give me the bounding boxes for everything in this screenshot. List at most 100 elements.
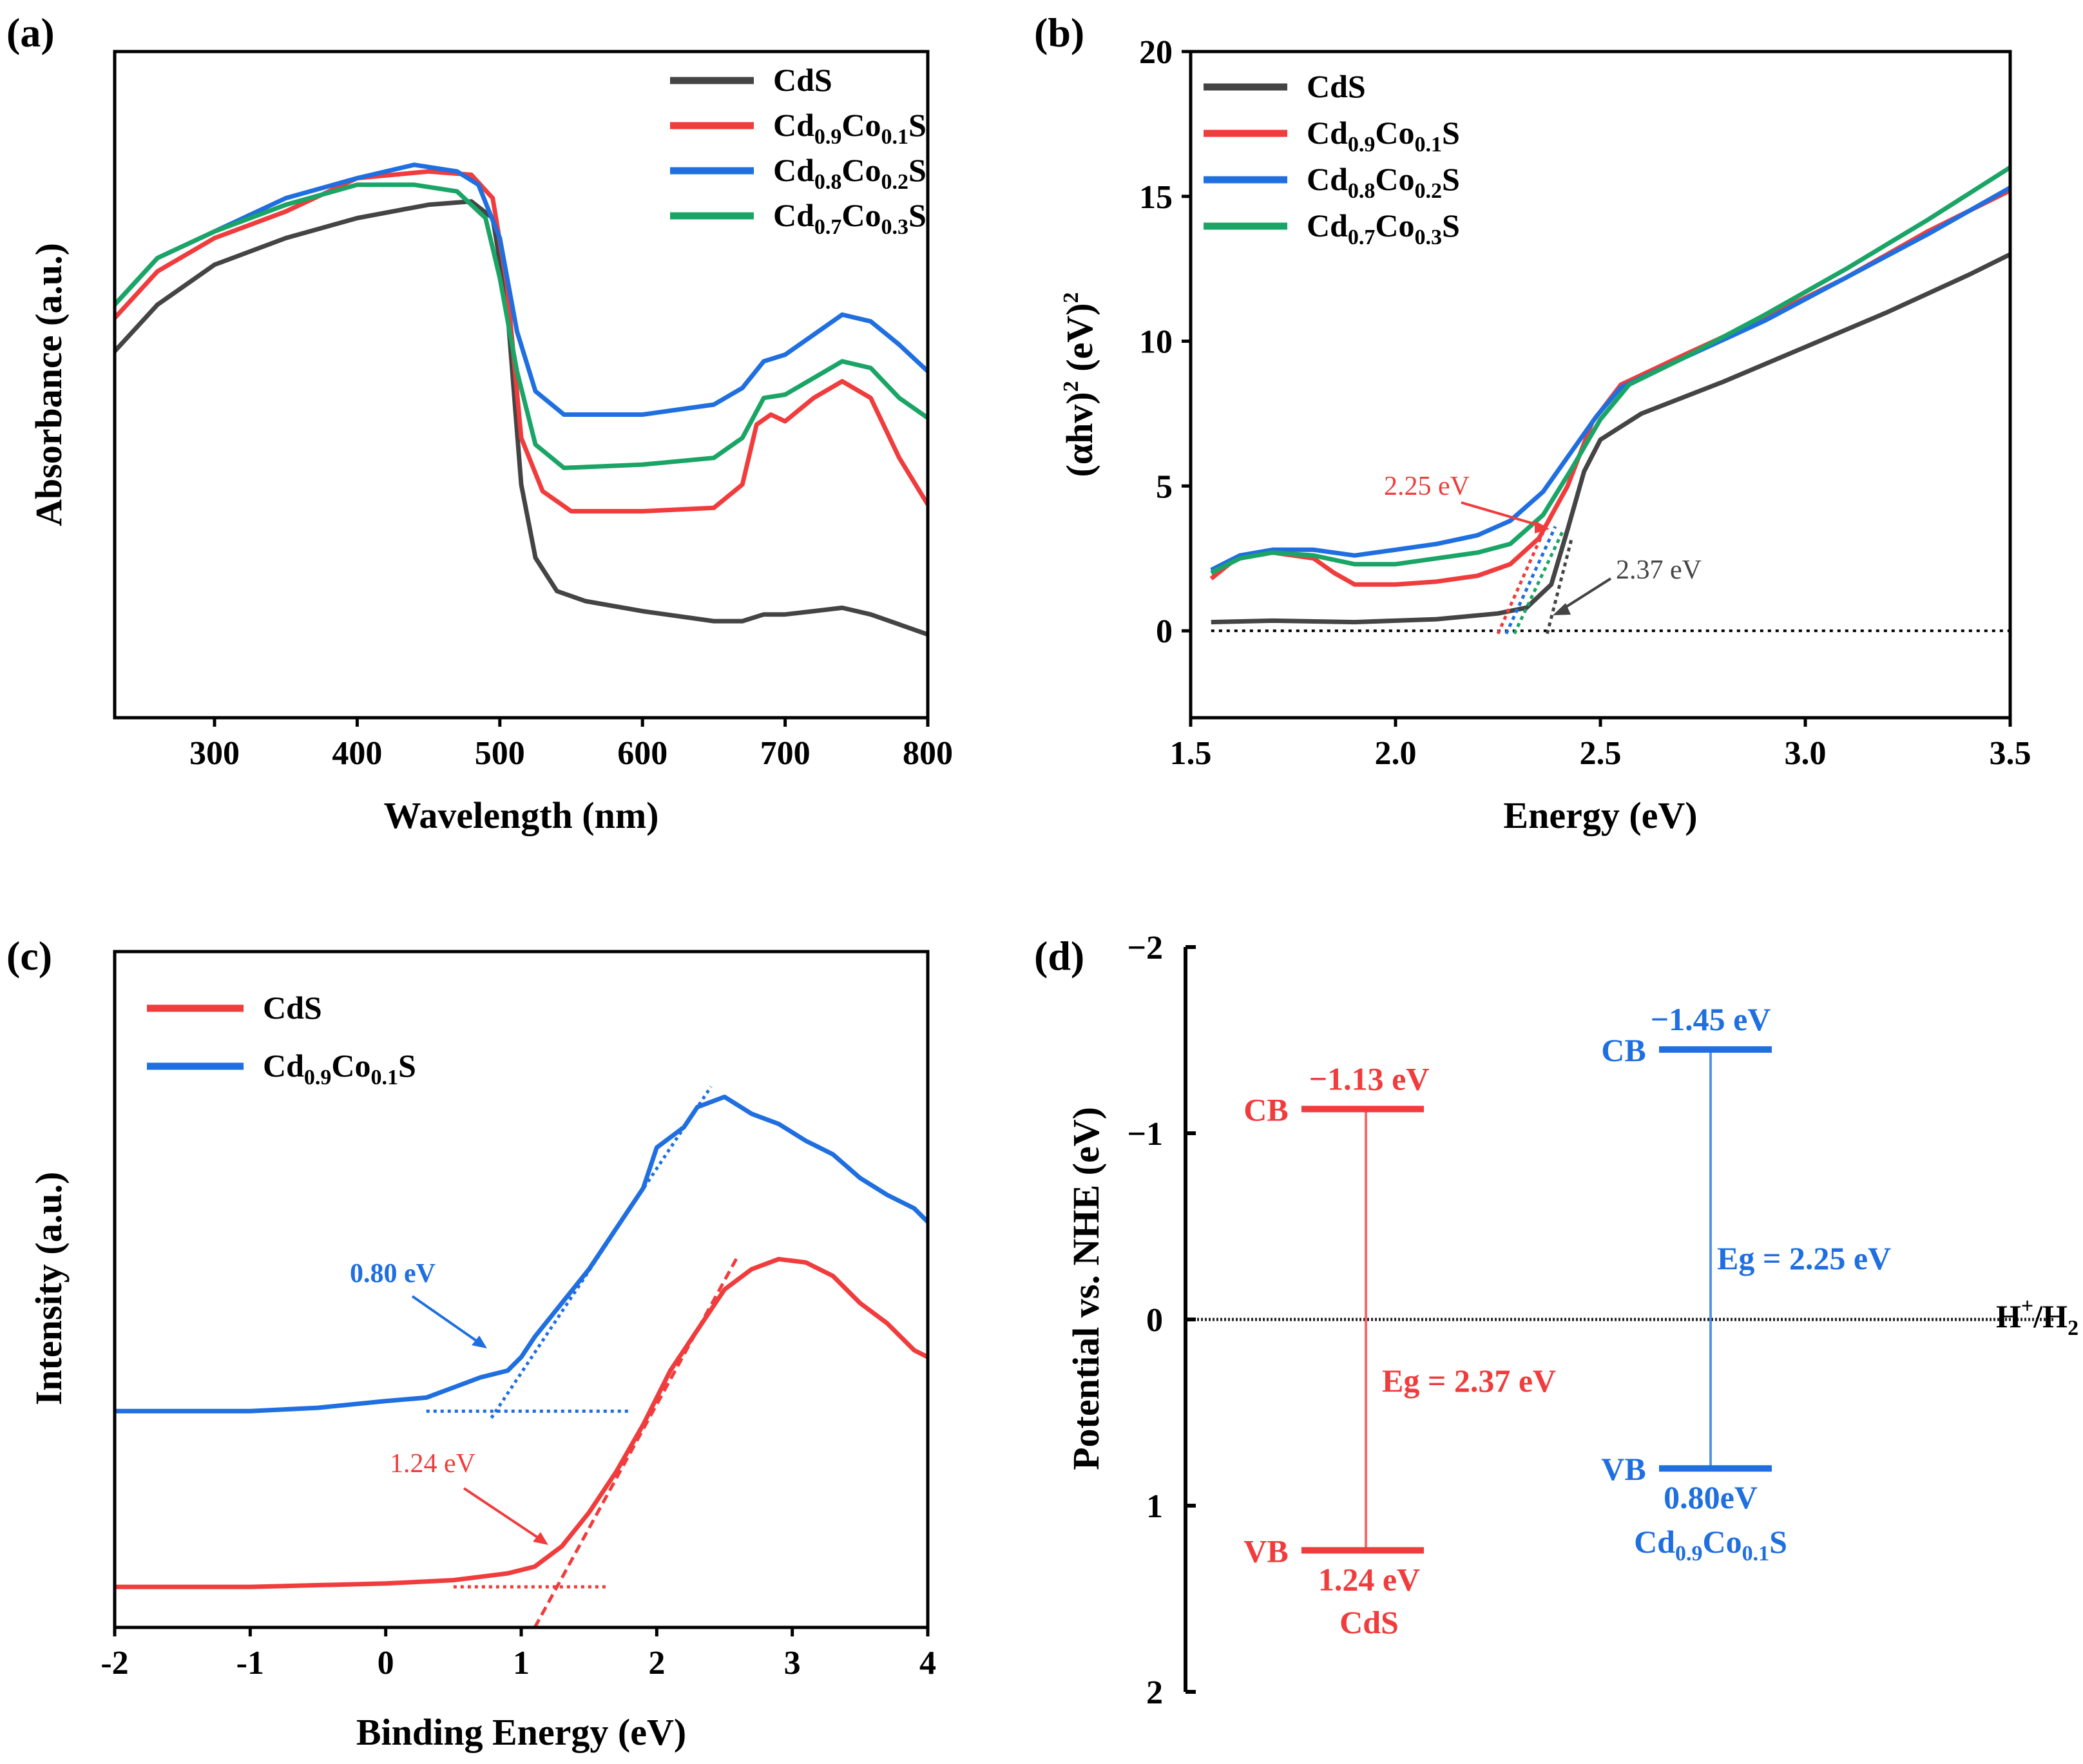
- xtick-label-a-5: 800: [903, 735, 953, 772]
- ytick-label-b-4: 20: [1139, 34, 1173, 71]
- reference-label-mid: /H: [2033, 1298, 2068, 1334]
- legend-label-c-1-part-2: Co: [331, 1048, 370, 1084]
- ytick-label-b-2: 10: [1139, 324, 1173, 361]
- legend-label-b-2-part-1: 0.8: [1348, 179, 1376, 203]
- legend-label-b-3-part-3: 0.3: [1415, 225, 1443, 249]
- legend-label-a-3-part-1: 0.7: [814, 215, 842, 239]
- annotation-1.24-ev: 1.24 eV: [390, 1449, 475, 1479]
- tangent-red-c: [533, 1254, 740, 1629]
- legend-label-b-0-part-0: Cd: [1307, 68, 1348, 104]
- xtick-label-b-4: 3.5: [1990, 735, 2031, 772]
- legend-label-a-3-part-2: Co: [841, 197, 881, 233]
- legend-label-a-2: Cd0.8Co0.2S: [773, 152, 926, 194]
- tangent-blue-c: [490, 1086, 713, 1419]
- legend-label-c-1-part-4: S: [398, 1048, 416, 1084]
- legend-label-a-2-part-2: Co: [841, 152, 881, 188]
- legend-label-b-0: CdS: [1307, 68, 1366, 104]
- material-title-1-part-1: 0.9: [1675, 1542, 1703, 1566]
- xtick-label-c-2: 0: [378, 1645, 394, 1682]
- panel-c-xlabel: Binding Energy (eV): [356, 1711, 686, 1753]
- xtick-label-a-0: 300: [189, 735, 240, 772]
- legend-label-a-0-part-0: Cd: [773, 62, 814, 98]
- xtick-label-a-4: 700: [760, 735, 811, 772]
- panel-a-xticks: 300 400 500 600 700 800: [189, 718, 953, 772]
- legend-label-b-1: Cd0.9Co0.1S: [1307, 115, 1460, 157]
- legend-label-b-2-part-4: S: [1442, 161, 1460, 197]
- legend-label-a-1-part-3: 0.1: [881, 125, 909, 149]
- panel-a-ylabel: Absorbance (a.u.): [28, 243, 70, 526]
- reference-label-sup: +: [2021, 1294, 2033, 1318]
- annotation-2.25-ev: 2.25 eV: [1384, 472, 1470, 501]
- ytick-label-d-1: −1: [1127, 1116, 1163, 1153]
- legend-label-a-0-part-2: S: [814, 62, 832, 98]
- xtick-label-b-0: 1.5: [1170, 735, 1212, 772]
- series-line-a-2: [113, 162, 930, 417]
- legend-label-c-1-part-0: Cd: [263, 1048, 304, 1084]
- reference-label: H+/H2: [1996, 1294, 2078, 1340]
- ytick-label-d-4: 2: [1146, 1674, 1163, 1711]
- legend-label-c-1: Cd0.9Co0.1S: [263, 1048, 416, 1089]
- tangent-line-b-3: [1545, 537, 1573, 635]
- legend-label-a-2-part-4: S: [908, 152, 926, 188]
- annotation-2.37-ev: 2.37 eV: [1616, 555, 1702, 585]
- xtick-label-c-0: -2: [101, 1645, 128, 1682]
- panel-d-ylabel: Potential vs. NHE (eV): [1065, 1107, 1107, 1470]
- legend-label-b-3-part-2: Co: [1375, 207, 1414, 244]
- xtick-label-b-2: 2.5: [1580, 735, 1622, 772]
- panel-b-xticks: 1.5 2.0 2.5 3.0 3.5: [1170, 718, 2031, 772]
- panel-b-frame: [1189, 50, 2012, 720]
- legend-label-a-2-part-1: 0.8: [814, 170, 842, 194]
- vb-value-1: 0.80eV: [1664, 1479, 1758, 1515]
- panel-b-plot: [1209, 165, 2011, 635]
- material-title-1-part-2: Co: [1703, 1524, 1742, 1560]
- ytick-label-d-3: 1: [1146, 1488, 1163, 1525]
- reference-label-sub: 2: [2068, 1316, 2078, 1340]
- panel-a: (a) 300 400 500 600 700 800 Wavelength (nm) A…: [6, 10, 953, 836]
- xtick-label-c-6: 4: [919, 1645, 936, 1682]
- legend-label-b-1-part-1: 0.9: [1348, 133, 1376, 157]
- series-line-b-1: [1209, 188, 2011, 587]
- legend-label-a-1-part-4: S: [908, 107, 926, 143]
- xtick-label-c-3: 1: [513, 1645, 530, 1682]
- material-title-0: CdS: [1339, 1604, 1399, 1640]
- series-line-b-0: [1211, 252, 2011, 625]
- xtick-label-a-3: 600: [617, 735, 667, 772]
- arrowhead-1.24-ev: [533, 1532, 548, 1545]
- eg-label-0: Eg = 2.37 eV: [1382, 1363, 1556, 1399]
- legend-label-b-1-part-2: Co: [1375, 115, 1414, 151]
- panel-a-xlabel: Wavelength (nm): [384, 794, 659, 836]
- xtick-label-c-4: 2: [648, 1645, 665, 1682]
- legend-label-a-0: CdS: [773, 62, 832, 98]
- ytick-label-d-2: 0: [1146, 1302, 1163, 1339]
- annotation-0.80-ev: 0.80 eV: [350, 1259, 436, 1289]
- arrowhead-2.25-ev: [1535, 521, 1550, 533]
- legend-label-b-0-part-2: S: [1348, 68, 1366, 104]
- legend-label-b-1-part-3: 0.1: [1415, 133, 1443, 157]
- material-title-1-part-3: 0.1: [1742, 1542, 1770, 1566]
- material-title-1-part-4: S: [1769, 1524, 1787, 1560]
- panel-c-label: (c): [6, 933, 52, 979]
- xtick-label-c-5: 3: [784, 1645, 801, 1682]
- legend-label-a-1-part-1: 0.9: [814, 125, 842, 149]
- legend-label-b-2-part-2: Co: [1375, 161, 1414, 197]
- panel-c-plot: [115, 1086, 930, 1629]
- panel-b-label: (b): [1034, 10, 1084, 55]
- legend-label-b-2-part-3: 0.2: [1415, 179, 1443, 203]
- panel-b-xlabel: Energy (eV): [1503, 794, 1697, 836]
- legend-label-a-3-part-0: Cd: [773, 197, 814, 233]
- legend-label-c-1-part-3: 0.1: [371, 1066, 399, 1089]
- legend-label-b-2-part-0: Cd: [1307, 161, 1348, 197]
- series-line-b-3: [1210, 165, 2011, 575]
- series-line-c-0: [115, 1256, 929, 1589]
- ylabel-b-sup2: 2: [1059, 292, 1083, 303]
- ytick-label-b-1: 5: [1156, 468, 1173, 505]
- cb-value-1: −1.45 eV: [1651, 1001, 1771, 1037]
- series-line-a-3: [113, 182, 930, 470]
- legend-label-b-3: Cd0.7Co0.3S: [1307, 207, 1460, 249]
- ylabel-b-sup1: 2: [1059, 381, 1083, 392]
- xtick-label-a-2: 500: [475, 735, 525, 772]
- xtick-label-b-1: 2.0: [1375, 735, 1417, 772]
